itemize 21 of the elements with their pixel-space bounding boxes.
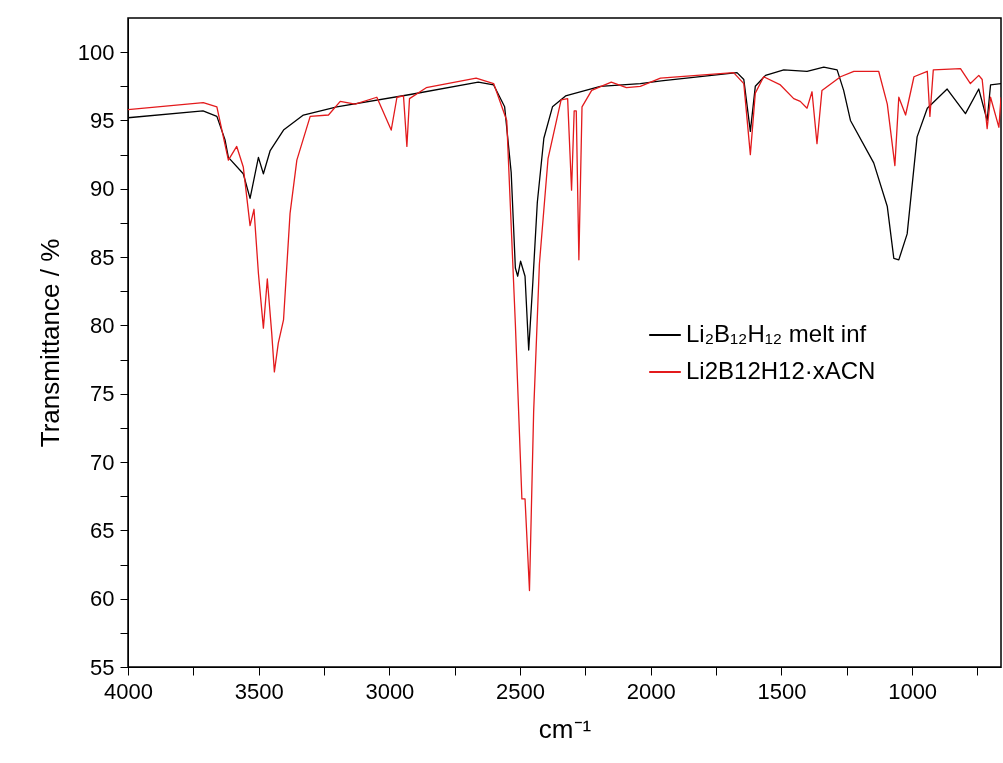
legend-label: Li2B12H12·xACN: [686, 357, 876, 384]
y-tick-label: 70: [90, 449, 115, 475]
x-tick-label: 3000: [365, 678, 415, 704]
x-tick-label: 2500: [496, 678, 546, 704]
y-tick-label: 80: [90, 312, 115, 338]
y-tick-label: 75: [90, 381, 115, 407]
y-tick-label: 60: [90, 586, 115, 612]
y-tick-label: 55: [90, 654, 115, 680]
x-axis-title: cm⁻¹: [538, 713, 592, 744]
x-tick-label: 1000: [888, 678, 938, 704]
y-axis-title: Transmittance / %: [34, 238, 65, 448]
x-tick-label: 1500: [757, 678, 807, 704]
y-tick-label: 100: [77, 39, 115, 65]
y-tick-label: 90: [90, 176, 115, 202]
y-tick-label: 95: [90, 107, 115, 133]
y-tick-label: 65: [90, 517, 115, 543]
x-tick-label: 4000: [104, 678, 153, 704]
x-tick-label: 3500: [234, 678, 284, 704]
y-tick-label: 85: [90, 244, 115, 270]
x-tick-label: 2000: [626, 678, 676, 704]
legend-label: Li₂B₁₂H₁₂ melt inf: [686, 320, 867, 347]
